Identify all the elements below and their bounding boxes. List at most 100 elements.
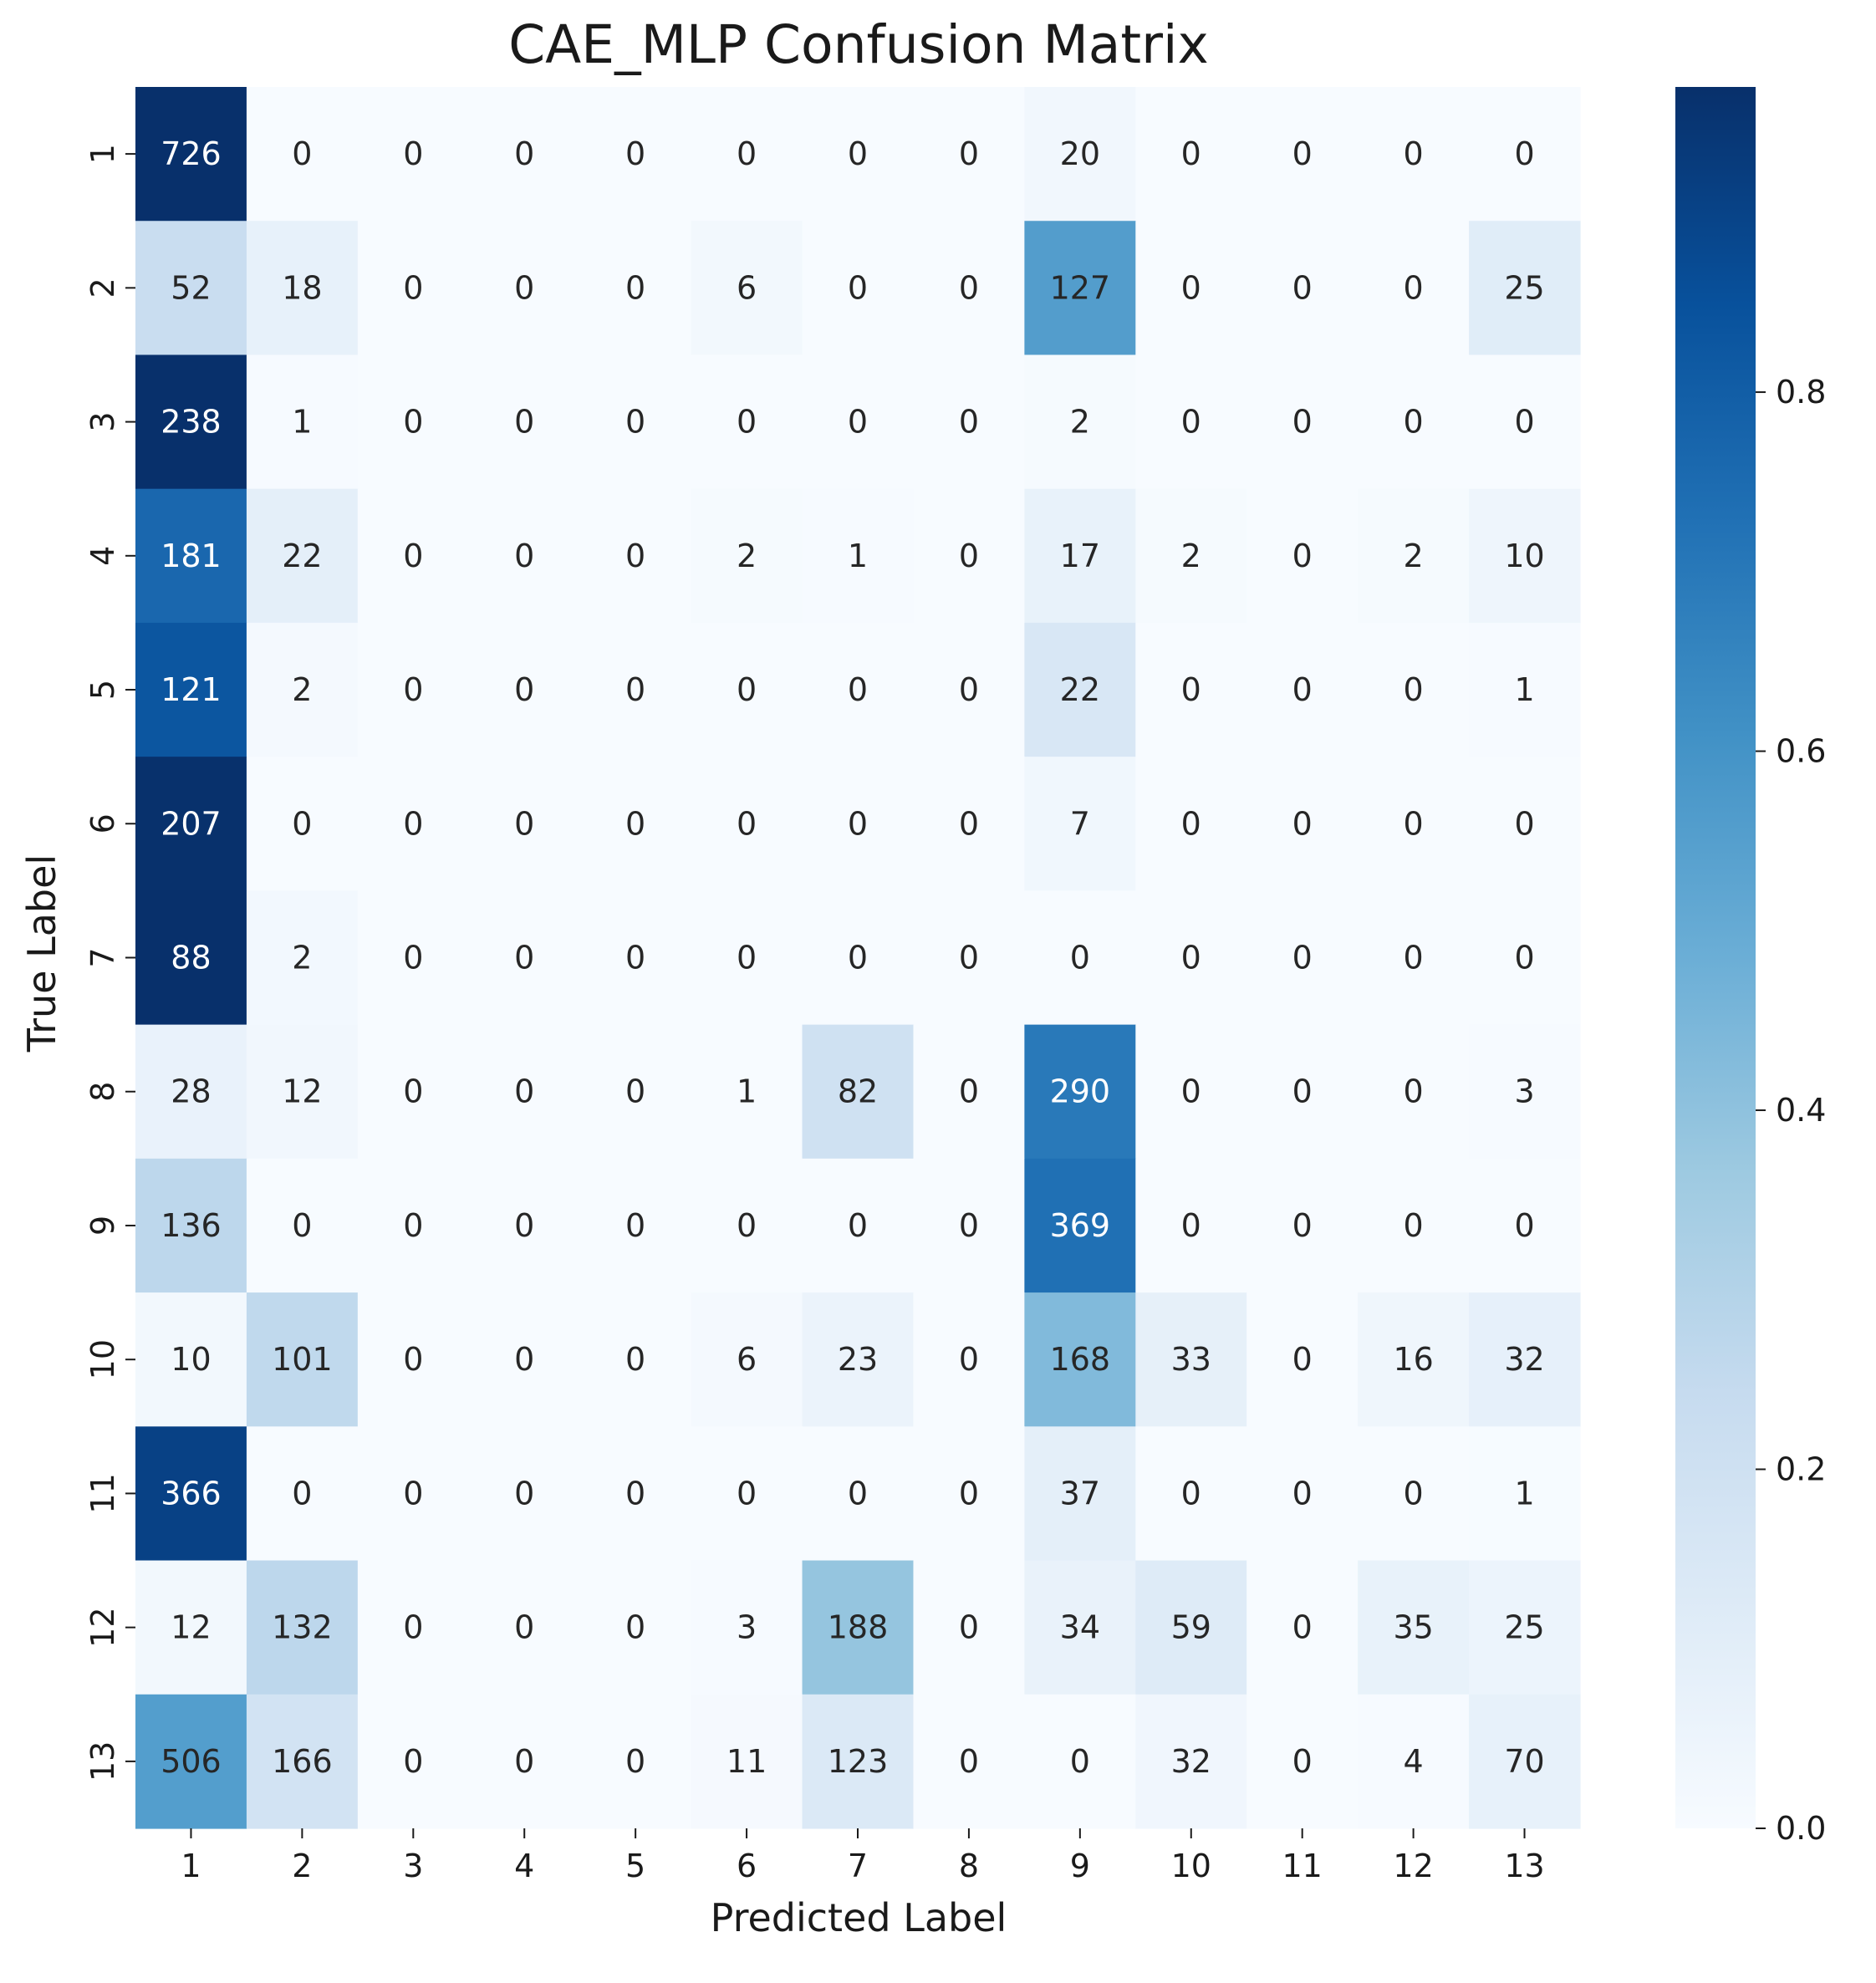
cell-value-label-r7-c9: 0: [1070, 940, 1090, 976]
cell-value-label-r1-c10: 0: [1181, 135, 1201, 172]
cell-value-label-r7-c8: 0: [959, 940, 979, 976]
heatmap-cell-r2-c9: [1024, 221, 1136, 356]
heatmap-cell-r12-c7: [802, 1560, 915, 1695]
heatmap-cell-r12-c1: [135, 1560, 247, 1695]
heatmap-cell-r3-c12: [1358, 354, 1470, 490]
cell-value-label-r8-c6: 1: [737, 1073, 757, 1110]
heatmap-cell-r1-c11: [1246, 87, 1359, 222]
cell-value-label-r9-c8: 0: [959, 1207, 979, 1244]
cell-value-label-r1-c13: 0: [1514, 135, 1534, 172]
cell-value-label-r7-c2: 2: [292, 940, 312, 976]
cell-value-label-r4-c6: 2: [737, 538, 757, 574]
heatmap-cell-r9-c6: [691, 1158, 803, 1293]
cell-value-label-r8-c11: 0: [1292, 1073, 1313, 1110]
cell-value-label-r13-c5: 0: [625, 1743, 645, 1780]
heatmap-cell-r7-c5: [579, 890, 692, 1026]
cell-value-label-r13-c10: 32: [1171, 1743, 1211, 1780]
heatmap-cell-r10-c1: [135, 1292, 247, 1427]
heatmap-cell-r11-c4: [468, 1426, 581, 1562]
heatmap-cell-r11-c12: [1358, 1426, 1470, 1562]
heatmap-cell-r4-c5: [579, 488, 692, 624]
heatmap-cell-r7-c1: [135, 890, 247, 1026]
cell-value-label-r4-c8: 0: [959, 538, 979, 574]
cell-value-label-r12-c5: 0: [625, 1609, 645, 1646]
heatmap-cell-r4-c10: [1135, 488, 1247, 624]
heatmap-cell-r12-c5: [579, 1560, 692, 1695]
heatmap-cell-r11-c10: [1135, 1426, 1247, 1562]
cell-value-label-r9-c9: 369: [1050, 1207, 1111, 1244]
chart-title: CAE_MLP Confusion Matrix: [508, 14, 1209, 75]
cell-value-label-r10-c13: 32: [1504, 1341, 1544, 1378]
heatmap-cell-r5-c6: [691, 622, 803, 757]
heatmap-cell-r9-c5: [579, 1158, 692, 1293]
cell-value-label-r2-c13: 25: [1504, 269, 1544, 306]
heatmap-cell-r12-c2: [246, 1560, 359, 1695]
heatmap-cell-r7-c6: [691, 890, 803, 1026]
cell-value-label-r1-c3: 0: [403, 135, 423, 172]
cell-value-label-r3-c10: 0: [1181, 404, 1201, 441]
cell-value-label-r6-c8: 0: [959, 805, 979, 842]
heatmap-cell-r8-c11: [1246, 1024, 1359, 1160]
heatmap-cell-r10-c6: [691, 1292, 803, 1427]
cell-value-label-r8-c5: 0: [625, 1073, 645, 1110]
cell-value-label-r8-c12: 0: [1404, 1073, 1424, 1110]
cell-value-label-r13-c12: 4: [1404, 1743, 1424, 1780]
cell-value-label-r1-c8: 0: [959, 135, 979, 172]
cell-value-label-r5-c2: 2: [292, 671, 312, 708]
heatmap-cell-r6-c8: [913, 757, 1025, 891]
cell-value-label-r11-c4: 0: [514, 1475, 534, 1511]
x-tick-label-6: 6: [737, 1848, 757, 1884]
heatmap-cell-r8-c5: [579, 1024, 692, 1160]
cell-value-label-r6-c6: 0: [737, 805, 757, 842]
heatmap-cell-r5-c13: [1469, 622, 1581, 757]
x-tick-label-3: 3: [403, 1848, 423, 1884]
cell-value-label-r8-c3: 0: [403, 1073, 423, 1110]
heatmap-cell-r8-c3: [357, 1024, 470, 1160]
cell-value-label-r11-c13: 1: [1514, 1475, 1534, 1511]
cell-value-label-r13-c7: 123: [828, 1743, 889, 1780]
heatmap-cell-r8-c6: [691, 1024, 803, 1160]
cell-value-label-r9-c7: 0: [848, 1207, 868, 1244]
cell-value-label-r11-c8: 0: [959, 1475, 979, 1511]
heatmap-cell-r1-c6: [691, 87, 803, 222]
heatmap-cell-r11-c11: [1246, 1426, 1359, 1562]
cell-value-label-r3-c9: 2: [1070, 404, 1090, 441]
heatmap-cell-r6-c6: [691, 757, 803, 891]
x-tick-label-2: 2: [292, 1848, 312, 1884]
heatmap-cell-r10-c10: [1135, 1292, 1247, 1427]
heatmap-cell-r13-c7: [802, 1694, 915, 1829]
cell-value-label-r7-c5: 0: [625, 940, 645, 976]
cell-value-label-r5-c3: 0: [403, 671, 423, 708]
cell-value-label-r1-c7: 0: [848, 135, 868, 172]
cell-value-label-r7-c6: 0: [737, 940, 757, 976]
heatmap-cell-r11-c8: [913, 1426, 1025, 1562]
y-tick-label-7: 7: [84, 947, 121, 967]
heatmap-cell-r1-c13: [1469, 87, 1581, 222]
cell-value-label-r7-c13: 0: [1514, 940, 1534, 976]
heatmap-cell-r11-c2: [246, 1426, 359, 1562]
heatmap-cell-r11-c5: [579, 1426, 692, 1562]
heatmap-cell-r11-c1: [135, 1426, 247, 1562]
cell-value-label-r3-c5: 0: [625, 404, 645, 441]
cell-value-label-r9-c1: 136: [161, 1207, 222, 1244]
heatmap-cell-r3-c5: [579, 354, 692, 490]
cell-value-label-r2-c10: 0: [1181, 269, 1201, 306]
cell-value-label-r9-c12: 0: [1404, 1207, 1424, 1244]
heatmap-cell-r11-c3: [357, 1426, 470, 1562]
heatmap-cell-r6-c7: [802, 757, 915, 891]
heatmap-cell-r12-c3: [357, 1560, 470, 1695]
cell-value-label-r3-c12: 0: [1404, 404, 1424, 441]
cell-value-label-r5-c8: 0: [959, 671, 979, 708]
cell-value-label-r2-c11: 0: [1292, 269, 1313, 306]
heatmap-cell-r7-c13: [1469, 890, 1581, 1026]
cell-value-label-r11-c7: 0: [848, 1475, 868, 1511]
heatmap-cell-r3-c7: [802, 354, 915, 490]
heatmap-cell-r3-c4: [468, 354, 581, 490]
cell-value-label-r13-c1: 506: [161, 1743, 222, 1780]
x-tick-label-4: 4: [514, 1848, 534, 1884]
cell-value-label-r9-c6: 0: [737, 1207, 757, 1244]
heatmap-cell-r11-c7: [802, 1426, 915, 1562]
cell-value-label-r2-c2: 18: [282, 269, 322, 306]
cell-value-label-r10-c2: 101: [272, 1341, 333, 1378]
